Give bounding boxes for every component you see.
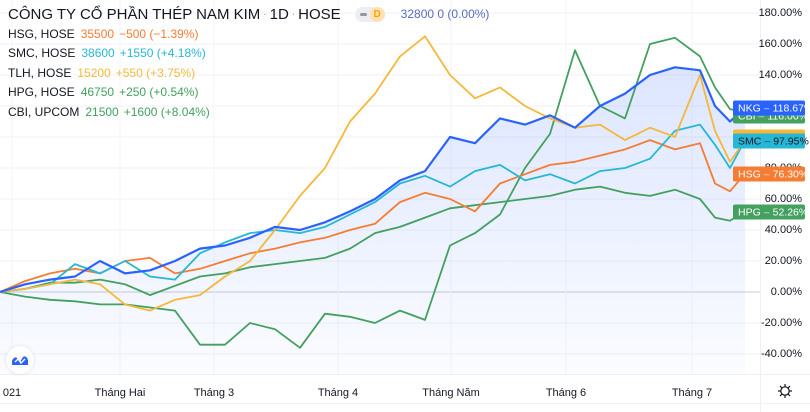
y-axis-label: 140.00% [758, 69, 802, 81]
main-value: 32800 0 (0.00%) [400, 7, 490, 21]
legend-change: −500 (−1.39%) [119, 26, 199, 41]
legend-change: +1550 (+4.18%) [119, 46, 206, 61]
price-tag-hsg: HSG –76.30% [733, 166, 808, 182]
separator-dot: · [291, 8, 296, 20]
legend: CÔNG TY CỔ PHẦN THÉP NAM KIM · 1D · HOSE… [8, 4, 489, 122]
series-line-tlh[interactable] [0, 35, 746, 312]
time-axis-divider [0, 374, 810, 375]
legend-row[interactable]: HSG, HOSE 35500 −500 (−1.39%) [8, 24, 489, 44]
legend-row[interactable]: SMC, HOSE 38600 +1550 (+4.18%) [8, 44, 489, 64]
y-axis-label: -20.00% [761, 317, 802, 329]
price-tag-smc: SMC –97.95% [733, 133, 809, 149]
legend-price: 15200 [77, 65, 111, 80]
main-series-title: CÔNG TY CỔ PHẦN THÉP NAM KIM · 1D · HOSE… [8, 4, 489, 24]
time-axis-bottom-divider [0, 403, 810, 404]
legend-symbol: SMC, HOSE [8, 46, 76, 61]
legend-change: +1600 (+8.04%) [123, 104, 210, 119]
x-axis-label: Tháng Hai [94, 387, 146, 399]
y-axis-label: -40.00% [761, 348, 802, 360]
y-axis-label: 40.00% [764, 224, 802, 236]
tradingview-logo-icon[interactable] [6, 346, 34, 374]
series-line-smc[interactable] [0, 123, 746, 293]
y-axis-label: 60.00% [764, 193, 802, 205]
legend-symbol: CBI, UPCOM [8, 104, 80, 119]
legend-price: 21500 [85, 104, 119, 119]
x-axis-label: Tháng Năm [422, 387, 480, 399]
minus-icon [359, 12, 367, 16]
legend-symbol: TLH, HOSE [8, 65, 72, 80]
legend-change: +250 (+0.54%) [119, 85, 199, 100]
series-line-hsg[interactable] [0, 139, 746, 293]
separator-dot: · [263, 8, 267, 20]
legend-row[interactable]: CBI, UPCOM 21500 +1600 (+8.04%) [8, 102, 489, 122]
legend-symbol: HPG, HOSE [8, 85, 75, 100]
legend-price: 35500 [80, 26, 115, 41]
x-axis-label: 021 [2, 387, 22, 399]
price-tag-hpg: HPG –52.26% [733, 204, 808, 220]
legend-row[interactable]: TLH, HOSE 15200 +550 (+3.75%) [8, 63, 489, 83]
x-axis-label: Tháng 6 [545, 387, 587, 399]
legend-price: 46750 [80, 85, 115, 100]
legend-row[interactable]: HPG, HOSE 46750 +250 (+0.54%) [8, 83, 489, 103]
exchange: HOSE [298, 5, 341, 23]
market-status-badge[interactable]: D [354, 6, 385, 22]
y-axis-label: 160.00% [758, 38, 802, 50]
legend-symbol: HSG, HOSE [8, 26, 75, 41]
company-name: CÔNG TY CỔ PHẦN THÉP NAM KIM [8, 5, 261, 23]
price-tag-nkg: NKG –118.67% [733, 100, 810, 116]
y-axis-label: 20.00% [764, 255, 802, 267]
legend-change: +550 (+3.75%) [115, 65, 196, 80]
series-line-nkg[interactable] [0, 66, 746, 294]
x-axis-label: Tháng 3 [193, 387, 235, 399]
legend-price: 38600 [81, 46, 115, 61]
x-axis-label: Tháng 4 [317, 387, 359, 399]
y-axis-label: 180.00% [758, 7, 802, 19]
series-line-hpg[interactable] [0, 185, 746, 296]
x-axis-label: Tháng 7 [671, 387, 713, 399]
delayed-data-icon: D [369, 6, 385, 22]
interval: 1D [269, 5, 289, 23]
gear-icon[interactable] [775, 381, 795, 401]
y-axis-label: 0.00% [770, 286, 802, 298]
